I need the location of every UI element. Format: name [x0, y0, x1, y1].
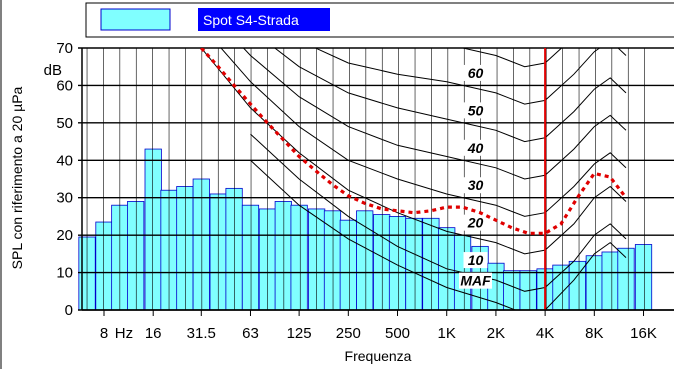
y-tick-label: 50: [56, 115, 73, 132]
y-unit-label: dB: [44, 62, 62, 79]
contour-label-background: [463, 64, 488, 81]
contour-label: 60: [468, 65, 484, 81]
bar: [339, 219, 357, 311]
x-tick-label: 16K: [630, 325, 657, 342]
bar: [127, 201, 145, 311]
plot-area: MAF 10 20 30 40 50 60 0 10 20 30 40 50 60 70 8 Hz 16 31.5 6…: [56, 40, 674, 342]
bar: [373, 214, 391, 311]
y-tick-label: 30: [56, 190, 73, 207]
legend-swatch: [100, 8, 171, 31]
contour-label: 40: [467, 140, 484, 156]
x-tick-label: 31.5: [187, 325, 216, 342]
x-tick-label: 8K: [585, 325, 603, 342]
x-tick-label: 63: [242, 325, 259, 342]
y-tick-label: 70: [56, 40, 73, 57]
bar: [356, 210, 374, 311]
contour-line: [250, 159, 627, 310]
x-axis-label: Frequenza: [345, 348, 412, 364]
bar: [585, 255, 603, 311]
bar: [144, 148, 162, 311]
contour-line: [273, 48, 627, 143]
y-tick-label: 10: [56, 265, 73, 282]
y-tick-label: 20: [56, 227, 73, 244]
bar: [323, 210, 342, 311]
x-tick-label: 1K: [438, 325, 456, 342]
bar: [225, 187, 243, 311]
contour-label-background: [463, 252, 488, 269]
contour-label-background: [463, 102, 488, 119]
contour-line: [250, 133, 627, 292]
y-tick-label: 40: [56, 152, 73, 169]
bar: [503, 270, 521, 311]
y-axis-label: SPL con riferimento a 20 µPa: [9, 86, 25, 269]
legend-box: [85, 2, 674, 38]
x-tick-label: 250: [336, 325, 361, 342]
contour-label: 10: [468, 252, 484, 268]
bar: [634, 244, 653, 311]
bar: [405, 217, 423, 311]
x-tick-label: 2K: [487, 325, 505, 342]
contour-label: 20: [467, 215, 484, 231]
contour-label-background: [463, 177, 488, 194]
contour-line: [220, 48, 627, 217]
contour-label: 50: [468, 102, 484, 118]
legend-label-background: [198, 8, 330, 31]
x-tick-label: 125: [287, 325, 312, 342]
bar: [274, 201, 292, 311]
x-tick-label: 16: [145, 325, 162, 342]
contour-label-background: [458, 272, 492, 289]
x-tick-label: Hz: [115, 325, 133, 342]
bar: [388, 216, 407, 311]
y-tick-label: 0: [65, 302, 73, 319]
contour-label-background: [463, 214, 488, 231]
bar: [176, 186, 194, 311]
x-tick-label: 8: [100, 325, 108, 342]
legend: Spot S4-Strada: [85, 2, 674, 38]
x-tick-label: 500: [385, 325, 410, 342]
threshold-curve: [200, 48, 628, 235]
bar: [192, 178, 210, 311]
y-tick-label: 60: [56, 77, 73, 94]
contour-line: [242, 48, 627, 180]
contour-line: [460, 48, 563, 68]
contour-label-background: [463, 139, 488, 156]
contour-line: [314, 48, 627, 105]
bar: [241, 204, 260, 311]
contour-label: 30: [468, 177, 484, 193]
x-tick-label: 4K: [536, 325, 554, 342]
contour-label: MAF: [460, 273, 491, 289]
bar: [290, 204, 308, 311]
bar: [601, 251, 619, 311]
legend-label: Spot S4-Strada: [203, 12, 299, 28]
